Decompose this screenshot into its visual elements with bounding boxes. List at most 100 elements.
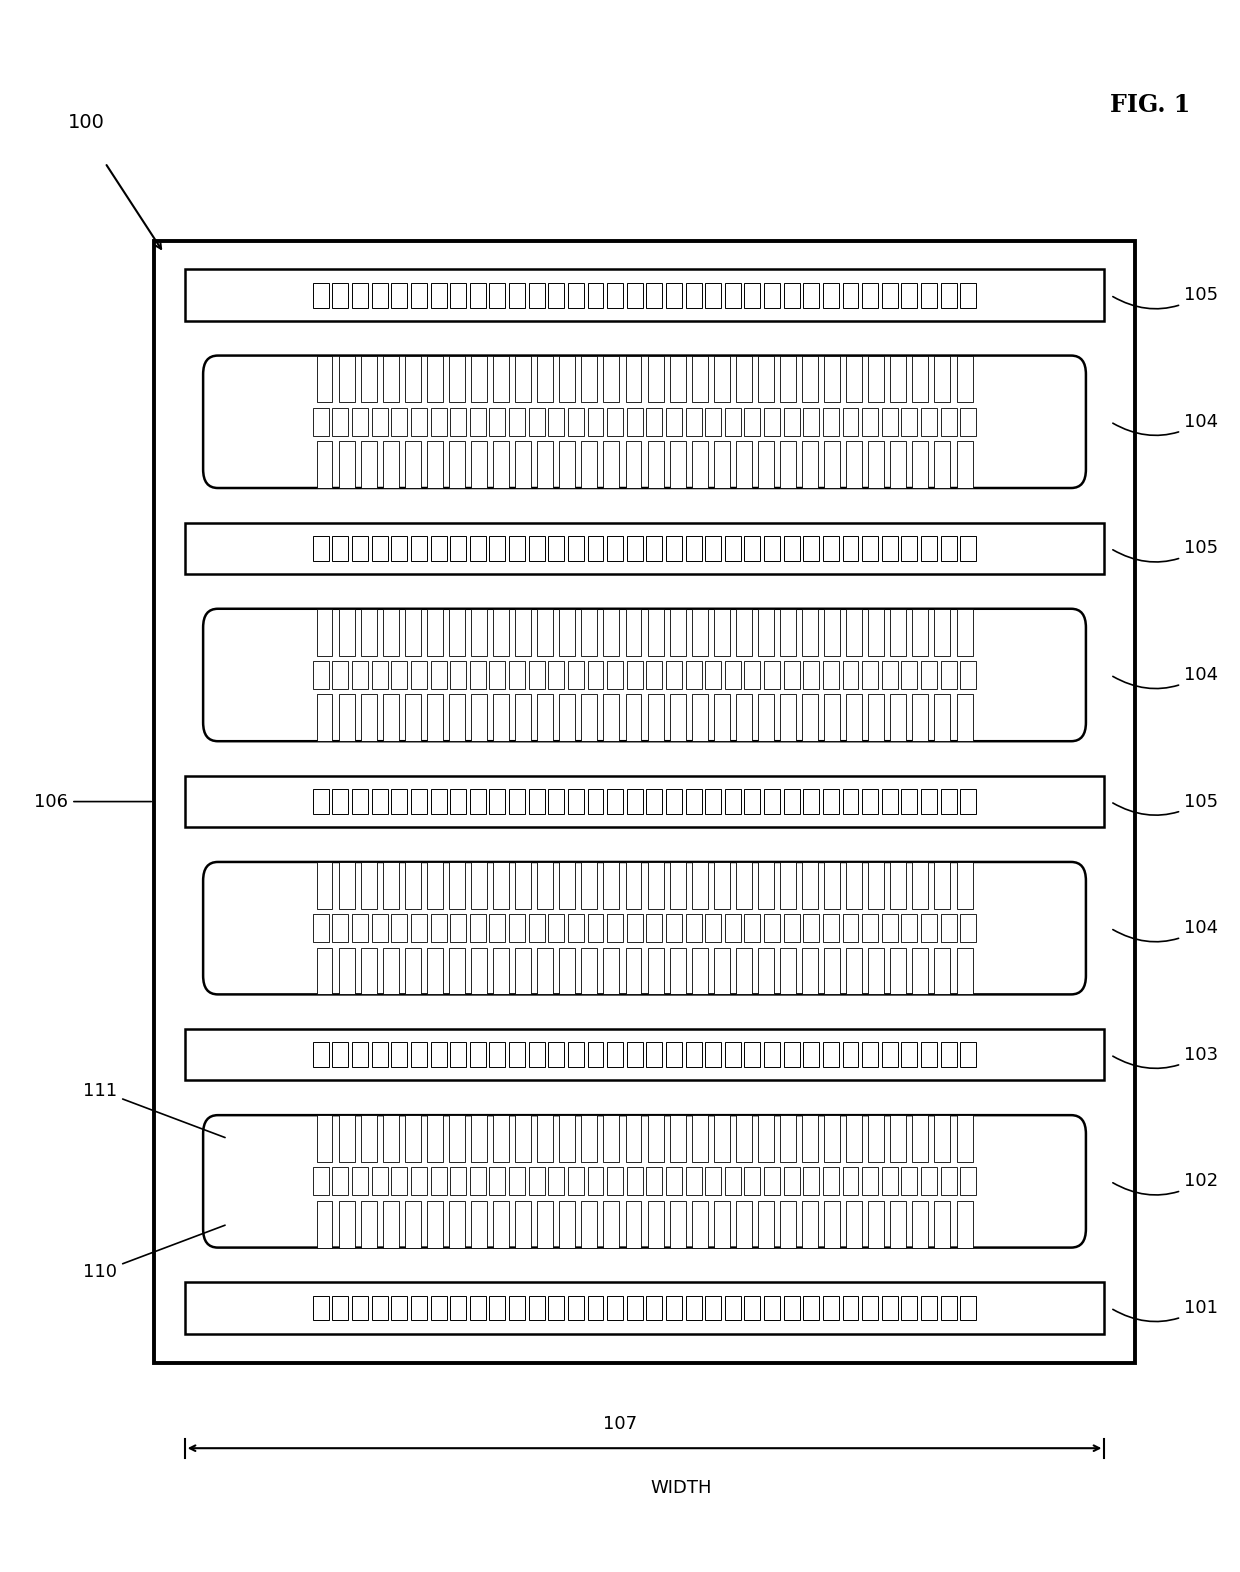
Bar [842,407,858,435]
Bar [404,695,420,742]
Bar [846,442,862,487]
Bar [410,789,427,814]
Bar [588,283,604,308]
Bar [921,536,937,561]
Bar [804,660,820,689]
Bar [548,1042,564,1067]
Bar [608,1168,622,1195]
Bar [842,660,858,689]
Bar [470,536,486,561]
Bar [537,608,553,656]
Bar [686,283,702,308]
Bar [686,1295,702,1320]
Bar [646,1295,662,1320]
Bar [625,948,641,995]
Bar [941,1042,956,1067]
Bar [846,861,862,909]
Bar [449,355,465,402]
Bar [339,608,355,656]
Bar [588,1295,604,1320]
Bar [361,861,377,909]
Bar [960,407,976,435]
Bar [862,660,878,689]
Text: 105: 105 [1112,539,1218,561]
Bar [625,1115,641,1162]
Bar [427,1201,443,1248]
Bar [430,1042,446,1067]
Bar [846,1201,862,1248]
Bar [471,861,487,909]
Bar [823,1295,839,1320]
FancyBboxPatch shape [203,861,1086,995]
Bar [846,608,862,656]
Text: 106: 106 [35,792,151,811]
Bar [758,355,774,402]
Bar [339,861,355,909]
Bar [626,283,642,308]
Bar [714,355,729,402]
Bar [449,948,465,995]
Bar [450,1168,466,1195]
Bar [744,1168,760,1195]
Bar [802,1201,818,1248]
Bar [588,660,604,689]
Bar [714,442,729,487]
Bar [470,660,486,689]
Bar [361,695,377,742]
Bar [666,915,682,942]
Bar [316,442,332,487]
Bar [744,1295,760,1320]
Bar [559,948,575,995]
Bar [450,789,466,814]
Bar [625,442,641,487]
Bar [764,915,780,942]
Bar [862,1295,878,1320]
Bar [548,1295,564,1320]
Bar [559,442,575,487]
Bar [392,1168,407,1195]
Bar [802,608,818,656]
Bar [568,536,584,561]
Bar [823,789,839,814]
Bar [361,1115,377,1162]
Bar [764,1295,780,1320]
Bar [490,915,506,942]
Bar [666,789,682,814]
Bar [960,536,976,561]
Bar [471,1115,487,1162]
Bar [332,1295,348,1320]
Bar [361,1201,377,1248]
Bar [568,660,584,689]
Bar [706,407,722,435]
Bar [706,536,722,561]
Bar [913,1115,929,1162]
Bar [823,1042,839,1067]
Bar [582,442,598,487]
Bar [647,1115,663,1162]
Bar [568,1295,584,1320]
Bar [625,695,641,742]
Bar [450,536,466,561]
Bar [494,1115,510,1162]
Bar [352,283,368,308]
Bar [692,948,708,995]
Bar [470,283,486,308]
Bar [410,915,427,942]
Bar [404,608,420,656]
Bar [882,915,898,942]
Bar [960,1042,976,1067]
Bar [450,407,466,435]
Bar [706,660,722,689]
Bar [744,915,760,942]
Bar [868,861,884,909]
Bar [449,695,465,742]
Bar [339,948,355,995]
Bar [528,789,544,814]
Bar [430,660,446,689]
Bar [780,1201,796,1248]
Bar [383,355,399,402]
Bar [862,915,878,942]
Bar [646,407,662,435]
Bar [392,283,407,308]
Bar [758,442,774,487]
